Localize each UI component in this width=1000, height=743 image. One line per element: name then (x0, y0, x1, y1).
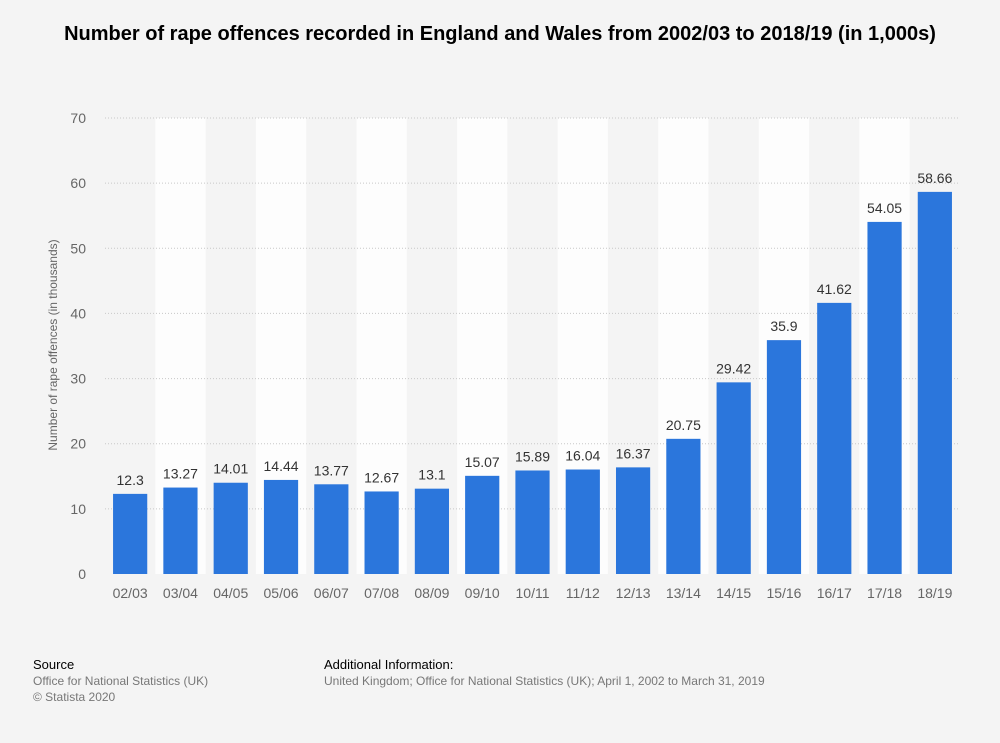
bar (414, 488, 450, 574)
y-axis-ticks: 0 10 20 30 40 50 60 70 (70, 110, 86, 582)
data-label: 29.42 (716, 360, 751, 376)
data-label: 14.44 (264, 458, 299, 474)
info-line: United Kingdom; Office for National Stat… (324, 674, 765, 688)
data-label: 13.77 (314, 462, 349, 478)
data-label: 15.89 (515, 448, 550, 464)
x-tick-label: 04/05 (213, 585, 248, 601)
data-label: 14.01 (213, 461, 248, 477)
x-tick-label: 03/04 (163, 585, 198, 601)
x-tick-label: 10/11 (516, 585, 550, 601)
y-tick-label: 70 (70, 110, 86, 126)
x-tick-label: 12/13 (616, 585, 651, 601)
data-label: 58.66 (917, 170, 952, 186)
bars (113, 191, 952, 574)
data-label: 16.37 (616, 445, 651, 461)
x-tick-label: 18/19 (917, 585, 952, 601)
info-heading: Additional Information: (324, 657, 454, 672)
data-label: 20.75 (666, 417, 701, 433)
bar (615, 467, 651, 574)
x-tick-label: 09/10 (465, 585, 500, 601)
x-tick-label: 07/08 (364, 585, 399, 601)
y-tick-label: 0 (78, 566, 86, 582)
footer-additional-info: Additional Information: United Kingdom; … (324, 657, 765, 689)
x-tick-label: 16/17 (817, 585, 852, 601)
y-tick-label: 50 (70, 240, 86, 256)
data-label: 13.1 (418, 467, 445, 483)
bar (314, 484, 349, 574)
bar (263, 479, 299, 574)
x-tick-label: 06/07 (314, 585, 349, 601)
chart-title: Number of rape offences recorded in Engl… (64, 23, 936, 45)
y-tick-label: 40 (70, 305, 86, 321)
bar (465, 475, 500, 574)
x-tick-label: 17/18 (867, 585, 902, 601)
bar (213, 482, 248, 574)
source-line: Office for National Statistics (UK) (33, 674, 209, 688)
y-axis-title: Number of rape offences (in thousands) (46, 239, 60, 450)
data-label: 15.07 (465, 454, 500, 470)
y-tick-label: 60 (70, 175, 86, 191)
x-tick-label: 08/09 (414, 585, 449, 601)
x-axis-ticks: 02/03 03/04 04/05 05/06 06/07 07/08 08/09 09/10… (113, 585, 953, 601)
x-tick-label: 11/12 (566, 585, 600, 601)
x-tick-label: 15/16 (766, 585, 801, 601)
data-label: 35.9 (770, 318, 797, 334)
bar (364, 491, 399, 574)
bar (867, 221, 902, 574)
y-tick-label: 30 (70, 371, 86, 387)
source-line: © Statista 2020 (33, 690, 116, 704)
x-tick-label: 14/15 (716, 585, 751, 601)
data-label: 12.67 (364, 469, 399, 485)
bar (716, 382, 751, 574)
data-labels: 12.3 13.27 14.01 14.44 13.77 12.67 13.1 15.07 15… (117, 170, 953, 488)
data-label: 54.05 (867, 200, 902, 216)
bar (113, 493, 148, 574)
bar (817, 302, 852, 574)
data-label: 13.27 (163, 466, 198, 482)
y-tick-label: 10 (70, 501, 86, 517)
x-tick-label: 05/06 (264, 585, 299, 601)
bar (565, 469, 600, 574)
data-label: 12.3 (117, 472, 144, 488)
source-heading: Source (33, 657, 75, 672)
bar (766, 340, 802, 574)
bar (515, 470, 550, 574)
x-tick-label: 13/14 (666, 585, 701, 601)
bar (917, 191, 952, 574)
x-tick-label: 02/03 (113, 585, 148, 601)
footer-source: Source Office for National Statistics (U… (33, 657, 208, 705)
data-label: 41.62 (817, 281, 852, 297)
bar (163, 487, 198, 574)
data-label: 16.04 (565, 448, 600, 464)
y-tick-label: 20 (70, 436, 86, 452)
bar (666, 438, 701, 574)
